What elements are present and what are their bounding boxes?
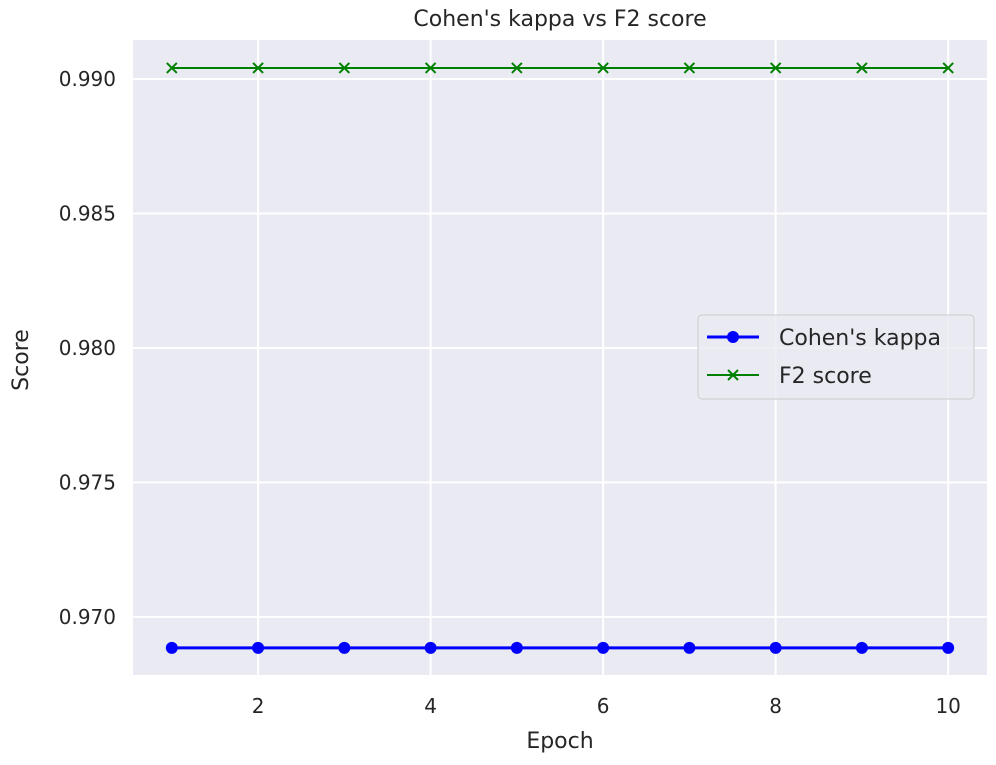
data-point-f2-score [424, 62, 437, 74]
legend-f2-label: F2 score [779, 364, 872, 389]
legend: Cohen's kappa F2 score [697, 314, 975, 400]
legend-f2-marker [727, 369, 739, 381]
data-point-cohens-kappa [424, 641, 437, 654]
data-point-cohens-kappa [510, 641, 523, 654]
data-point-cohens-kappa [252, 641, 265, 654]
y-tick-label: 0.975 [59, 470, 116, 494]
data-point-f2-score [338, 62, 351, 74]
data-point-f2-score [166, 62, 178, 74]
data-point-f2-score [511, 62, 523, 74]
legend-box [697, 314, 975, 400]
chart-title: Cohen's kappa vs F2 score [413, 7, 706, 32]
x-tick-label: 2 [252, 694, 265, 718]
data-point-cohens-kappa [597, 641, 610, 654]
data-point-f2-score [252, 62, 264, 74]
series [165, 62, 955, 654]
y-tick-label: 0.990 [59, 67, 116, 91]
data-point-f2-score [942, 62, 954, 74]
x-tick-label: 6 [597, 694, 610, 718]
y-tick-label: 0.970 [59, 605, 116, 629]
data-point-cohens-kappa [683, 641, 696, 654]
data-point-f2-score [769, 62, 782, 74]
y-axis-label: Score [9, 329, 34, 391]
x-axis-label: Epoch [526, 729, 593, 754]
y-tick-label: 0.980 [59, 336, 116, 360]
data-point-cohens-kappa [165, 641, 178, 654]
legend-kappa-label: Cohen's kappa [779, 326, 941, 351]
data-point-cohens-kappa [942, 641, 955, 654]
data-point-cohens-kappa [769, 641, 782, 654]
x-tick-label: 8 [769, 694, 782, 718]
grid [133, 40, 987, 675]
y-tick-label: 0.985 [59, 201, 116, 225]
x-tick-label: 10 [935, 694, 960, 718]
data-point-cohens-kappa [338, 641, 351, 654]
data-point-f2-score [597, 62, 609, 74]
x-tick-label: 4 [424, 694, 437, 718]
tick-labels: 2 4 6 8 10 0.970 0.975 0.980 0.985 0.990 [59, 67, 961, 718]
data-point-f2-score [683, 62, 696, 74]
legend-kappa-marker [727, 331, 739, 343]
data-point-f2-score [856, 62, 868, 74]
data-point-cohens-kappa [855, 641, 868, 654]
